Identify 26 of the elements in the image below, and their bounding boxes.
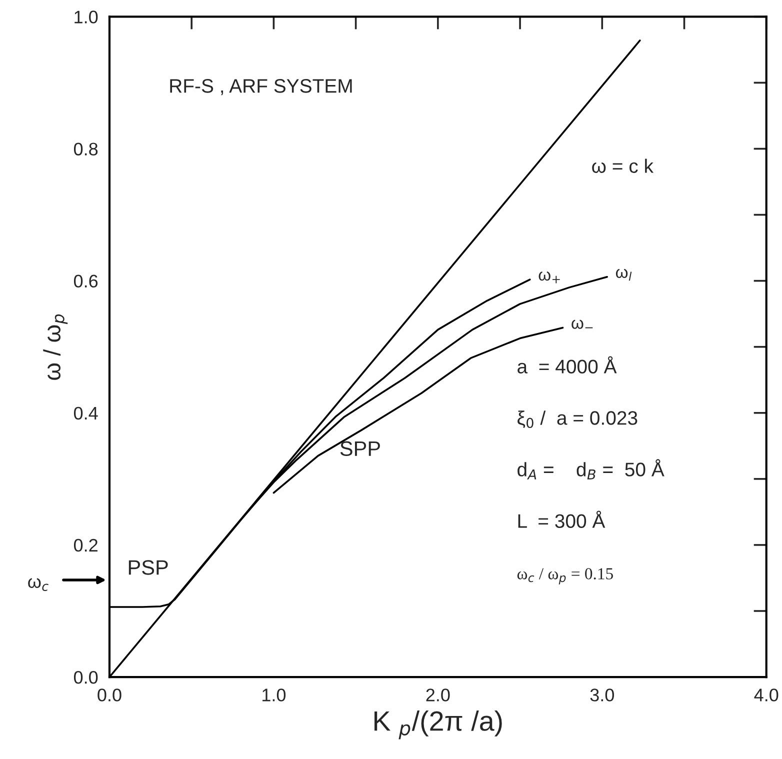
series-label: ω$_{+}$ (538, 272, 560, 284)
y-tick-label: 0.4 (74, 406, 98, 420)
x-tick-label: 4.0 (754, 688, 778, 702)
x-tick-label: 2.0 (426, 688, 450, 702)
y-tick-label: 0.6 (74, 274, 98, 288)
annotation: PSP (128, 560, 168, 575)
series-label: ω$_{l}$ (616, 268, 632, 281)
y-tick-label: 1.0 (74, 10, 98, 24)
x-tick-label: 0.0 (98, 688, 122, 702)
y-tick-label: 0.2 (74, 538, 98, 552)
annotation: SPP (340, 441, 380, 456)
annotation: ω$_{c}$ / ω$_{p}$ = 0.15 (517, 568, 613, 584)
text: ω = c k (592, 158, 654, 173)
annotation: a = 4000 Å (518, 356, 617, 374)
annotation: L = 300 Å (518, 510, 606, 528)
y-tick-label: 0.0 (74, 670, 98, 684)
y-axis-title: ω / ω$_{p}$ (43, 314, 68, 380)
annotation: d$_{A}$ = d$_{B}$ = 50 Å (518, 459, 664, 480)
annotation: RF-S , ARF SYSTEM (170, 79, 352, 96)
annotation: ξ$_{0}$ / a = 0.023 (518, 410, 638, 428)
series-label: ω$_{−}$ (572, 320, 593, 329)
y-tick-label: 0.8 (74, 142, 98, 156)
x-axis-title: K $_{p}$/(2π /a) (374, 710, 502, 740)
x-tick-label: 3.0 (590, 688, 614, 702)
text: ω$_{c}$ (28, 578, 48, 591)
x-tick-label: 1.0 (262, 688, 286, 702)
